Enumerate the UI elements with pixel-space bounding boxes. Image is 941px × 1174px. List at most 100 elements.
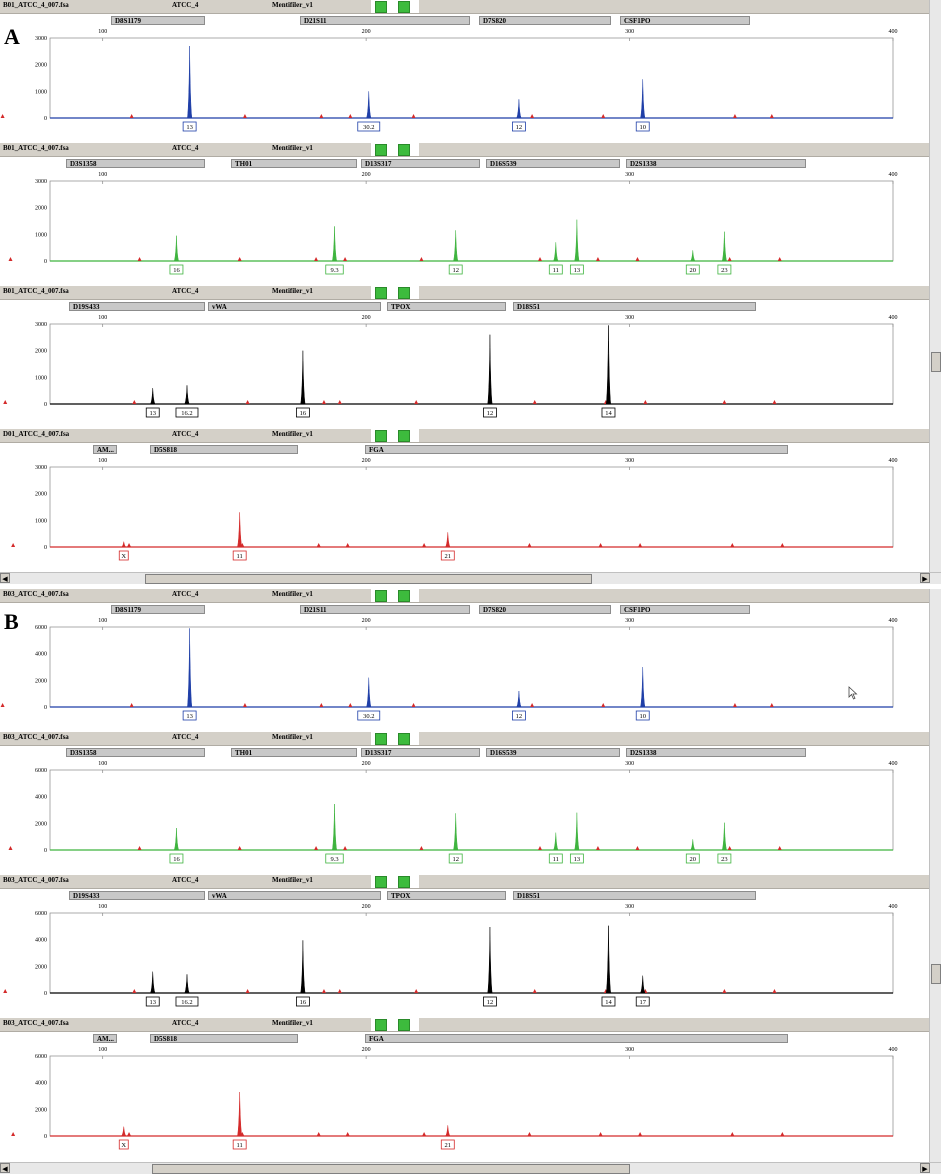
allele-peak[interactable] bbox=[553, 832, 559, 851]
allele-peak[interactable] bbox=[690, 250, 696, 262]
locus-label[interactable]: D8S1179 bbox=[111, 16, 205, 25]
locus-label[interactable]: D8S1179 bbox=[111, 605, 205, 614]
allele-peak[interactable] bbox=[453, 813, 459, 851]
allele-call-box[interactable] bbox=[569, 853, 584, 864]
locus-label[interactable]: TPOX bbox=[387, 891, 506, 900]
allele-peak[interactable] bbox=[606, 925, 611, 994]
allele-peak[interactable] bbox=[332, 803, 338, 851]
electropherogram-panel[interactable]: B01_ATCC_4_007.fsa ATCC_4 Mentifiler_v1 D8S… bbox=[0, 0, 929, 143]
allele-peak[interactable] bbox=[173, 235, 179, 262]
allele-peak[interactable] bbox=[606, 325, 611, 405]
allele-peak[interactable] bbox=[366, 91, 372, 119]
allele-call-box[interactable] bbox=[635, 710, 650, 721]
allele-peak[interactable] bbox=[150, 387, 156, 405]
dye-toggle-icon[interactable] bbox=[375, 287, 387, 299]
allele-peak[interactable] bbox=[445, 1125, 451, 1137]
allele-call-box[interactable] bbox=[512, 710, 526, 721]
allele-call-box[interactable] bbox=[325, 264, 344, 275]
allele-peak[interactable] bbox=[453, 230, 459, 262]
allele-peak[interactable] bbox=[150, 971, 156, 994]
locus-label[interactable]: D13S317 bbox=[361, 159, 480, 168]
locus-label[interactable]: CSF1PO bbox=[620, 605, 750, 614]
scrollbar-thumb[interactable] bbox=[931, 964, 941, 984]
dye-toggle-icon[interactable] bbox=[398, 144, 410, 156]
allele-call-box[interactable] bbox=[295, 996, 310, 1007]
electropherogram-panel[interactable]: B03_ATCC_4_007.fsa ATCC_4 Mentifiler_v1 D3S… bbox=[0, 732, 929, 875]
allele-call-box[interactable] bbox=[483, 407, 497, 418]
locus-label[interactable]: D2S1338 bbox=[626, 159, 806, 168]
dye-toggle-icon[interactable] bbox=[398, 876, 410, 888]
allele-call-box[interactable] bbox=[440, 550, 455, 561]
locus-label[interactable]: D5S818 bbox=[150, 445, 298, 454]
allele-peak[interactable] bbox=[516, 99, 522, 119]
allele-call-box[interactable] bbox=[635, 996, 650, 1007]
allele-call-box[interactable] bbox=[169, 853, 184, 864]
locus-label[interactable]: TH01 bbox=[231, 748, 357, 757]
allele-call-box[interactable] bbox=[232, 1139, 247, 1150]
allele-call-box[interactable] bbox=[182, 121, 197, 132]
scroll-right-icon[interactable]: ▶ bbox=[920, 1163, 930, 1173]
scroll-right-icon[interactable]: ▶ bbox=[920, 573, 930, 583]
allele-call-box[interactable] bbox=[448, 264, 463, 275]
dye-toggle-icon[interactable] bbox=[375, 876, 387, 888]
allele-call-box[interactable] bbox=[483, 996, 497, 1007]
allele-call-box[interactable] bbox=[175, 407, 199, 418]
locus-label[interactable]: D16S539 bbox=[486, 159, 620, 168]
allele-peak[interactable] bbox=[574, 219, 580, 262]
dye-toggle-icon[interactable] bbox=[398, 733, 410, 745]
locus-label[interactable]: D5S818 bbox=[150, 1034, 298, 1043]
locus-label[interactable]: CSF1PO bbox=[620, 16, 750, 25]
locus-label[interactable]: vWA bbox=[208, 302, 381, 311]
electropherogram-panel[interactable]: B03_ATCC_4_007.fsa ATCC_4 Mentifiler_v1 D19… bbox=[0, 875, 929, 1018]
allele-peak[interactable] bbox=[690, 839, 696, 851]
locus-label[interactable]: FGA bbox=[365, 445, 788, 454]
allele-peak[interactable] bbox=[300, 350, 306, 405]
allele-call-box[interactable] bbox=[169, 264, 184, 275]
locus-label[interactable]: D7S820 bbox=[479, 16, 611, 25]
allele-call-box[interactable] bbox=[118, 1139, 129, 1150]
allele-peak[interactable] bbox=[331, 226, 338, 262]
allele-call-box[interactable] bbox=[325, 853, 344, 864]
locus-label[interactable]: D18S51 bbox=[513, 302, 756, 311]
dye-toggle-icon[interactable] bbox=[375, 590, 387, 602]
allele-peak[interactable] bbox=[237, 1091, 243, 1137]
locus-label[interactable]: D21S11 bbox=[300, 16, 470, 25]
allele-call-box[interactable] bbox=[145, 407, 160, 418]
allele-call-box[interactable] bbox=[232, 550, 247, 561]
allele-peak[interactable] bbox=[487, 334, 493, 405]
locus-label[interactable]: TH01 bbox=[231, 159, 357, 168]
allele-call-box[interactable] bbox=[635, 121, 650, 132]
allele-call-box[interactable] bbox=[118, 550, 129, 561]
allele-peak[interactable] bbox=[445, 532, 451, 548]
allele-call-box[interactable] bbox=[295, 407, 310, 418]
electropherogram-panel[interactable]: D01_ATCC_4_007.fsa ATCC_4 Mentifiler_v1 AM.… bbox=[0, 429, 929, 572]
allele-call-box[interactable] bbox=[357, 121, 381, 132]
vertical-scrollbar[interactable] bbox=[929, 589, 941, 1162]
allele-peak[interactable] bbox=[487, 926, 493, 994]
allele-call-box[interactable] bbox=[717, 853, 732, 864]
electropherogram-panel[interactable]: B03_ATCC_4_007.fsa ATCC_4 Mentifiler_v1 AM.… bbox=[0, 1018, 929, 1161]
scroll-left-icon[interactable]: ◀ bbox=[0, 573, 10, 583]
dye-toggle-icon[interactable] bbox=[375, 1019, 387, 1031]
locus-label[interactable]: D3S1358 bbox=[66, 748, 205, 757]
allele-peak[interactable] bbox=[173, 827, 180, 851]
allele-peak[interactable] bbox=[187, 628, 193, 708]
allele-call-box[interactable] bbox=[548, 264, 563, 275]
allele-peak[interactable] bbox=[640, 79, 646, 119]
dye-toggle-icon[interactable] bbox=[375, 1, 387, 13]
locus-label[interactable]: D16S539 bbox=[486, 748, 620, 757]
allele-peak[interactable] bbox=[640, 975, 646, 994]
allele-peak[interactable] bbox=[300, 940, 306, 994]
allele-peak[interactable] bbox=[120, 541, 127, 548]
locus-label[interactable]: D13S317 bbox=[361, 748, 480, 757]
allele-call-box[interactable] bbox=[685, 264, 700, 275]
locus-label[interactable]: D19S433 bbox=[69, 302, 205, 311]
dye-toggle-icon[interactable] bbox=[398, 430, 410, 442]
dye-toggle-icon[interactable] bbox=[375, 733, 387, 745]
allele-peak[interactable] bbox=[553, 242, 559, 262]
allele-call-box[interactable] bbox=[440, 1139, 455, 1150]
locus-label[interactable]: AM... bbox=[93, 1034, 117, 1043]
dye-toggle-icon[interactable] bbox=[375, 430, 387, 442]
dye-toggle-icon[interactable] bbox=[398, 287, 410, 299]
electropherogram-panel[interactable]: B01_ATCC_4_007.fsa ATCC_4 Mentifiler_v1 D3S… bbox=[0, 143, 929, 286]
